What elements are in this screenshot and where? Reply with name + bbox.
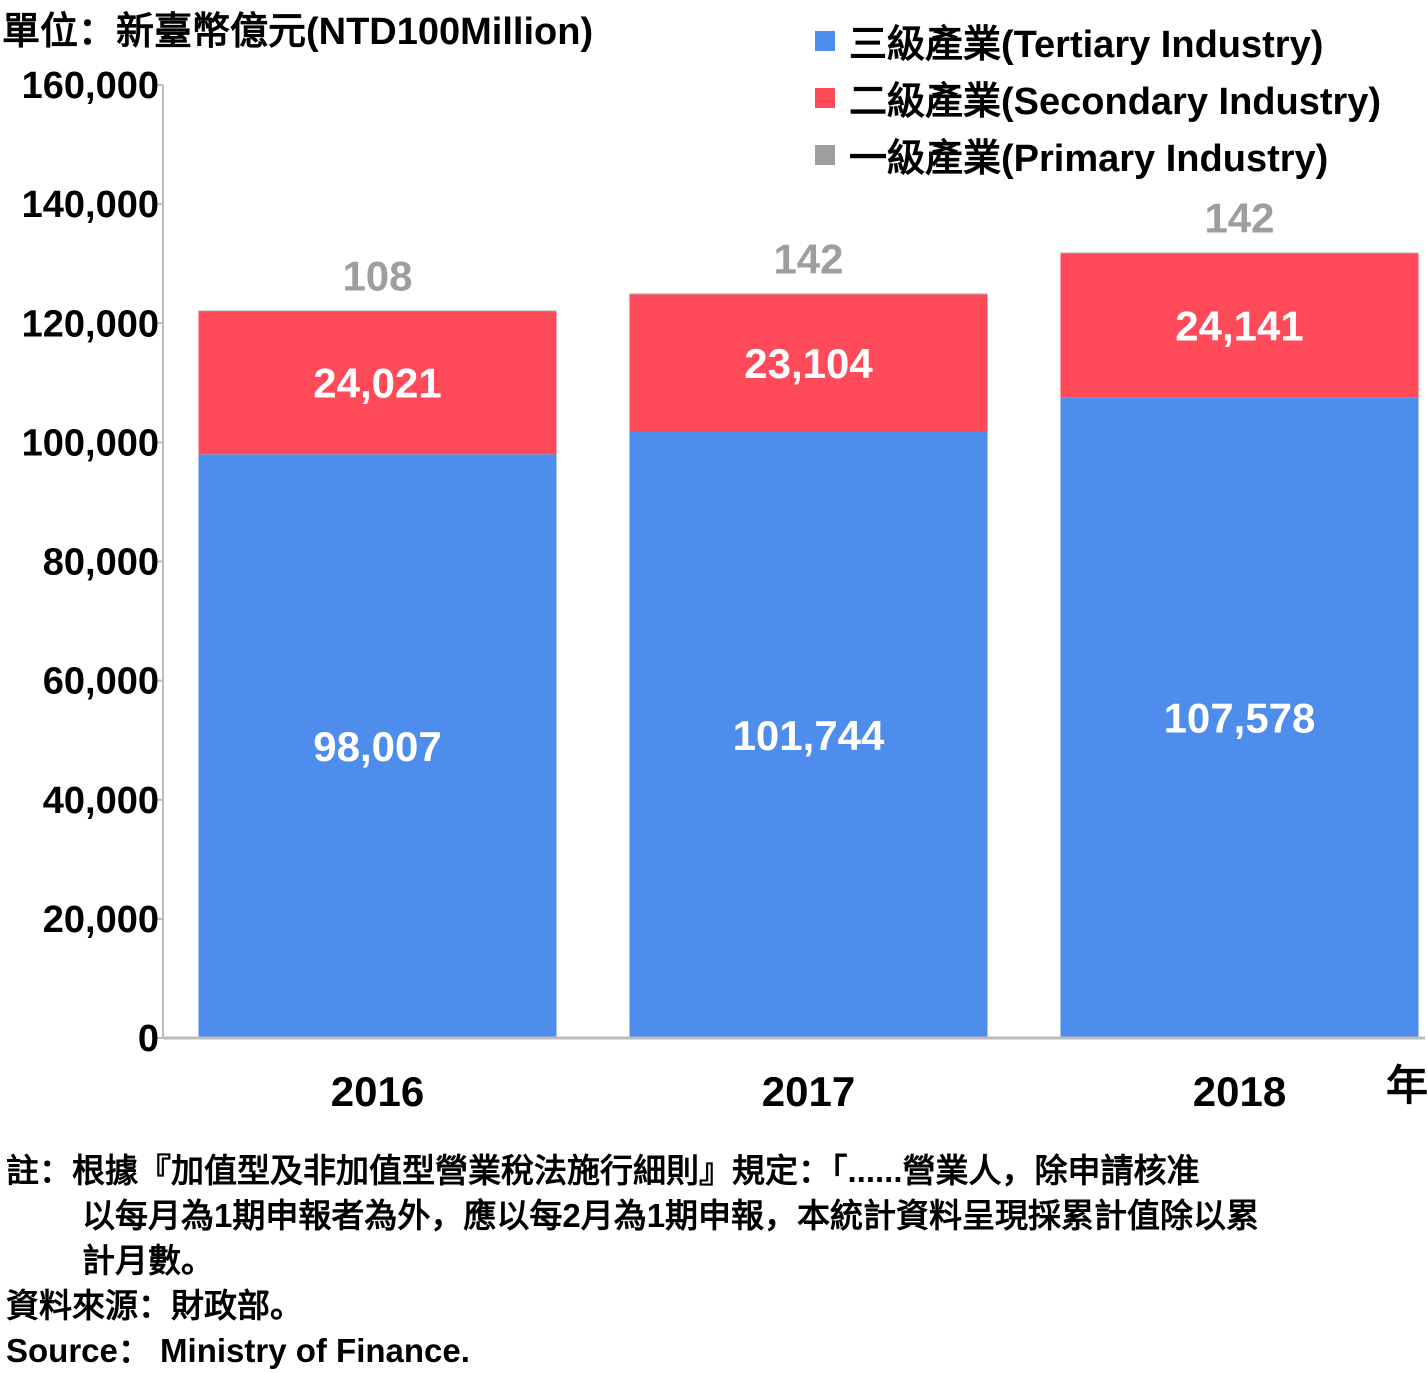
- data-label: 98,007: [313, 723, 441, 770]
- source-en: Source： Ministry of Finance.: [6, 1332, 470, 1369]
- legend-item-tertiary: 三級產業(Tertiary Industry): [815, 12, 1381, 69]
- legend-label-tertiary: 三級產業(Tertiary Industry): [849, 24, 1324, 66]
- x-tick-label: 2017: [762, 1068, 855, 1115]
- legend-label-secondary: 二級產業(Secondary Industry): [849, 81, 1382, 123]
- y-tick-label: 80,000: [43, 542, 159, 584]
- note-line-3: 計月數。: [82, 1242, 214, 1279]
- bar-segment: [629, 293, 988, 295]
- x-tick-label: 2016: [331, 1068, 424, 1115]
- y-tick-label: 20,000: [43, 899, 159, 941]
- legend-label-primary: 一級產業(Primary Industry): [849, 138, 1329, 180]
- bar-segment: [629, 431, 988, 1038]
- data-label-primary: 142: [1204, 195, 1274, 242]
- bar-segment: [1060, 397, 1419, 1038]
- data-label: 107,578: [1164, 695, 1316, 742]
- data-label-primary: 108: [342, 253, 412, 300]
- y-tick-label: 100,000: [22, 422, 159, 464]
- legend-swatch-primary: [815, 144, 835, 165]
- y-tick-label: 0: [138, 1018, 159, 1060]
- note-line-1: 註：根據『加值型及非加值型營業稅法施行細則』規定：「......營業人，除申請核…: [6, 1152, 1200, 1189]
- x-tick-label: 2018: [1193, 1068, 1286, 1115]
- stacked-bar-chart: 0 20,000 40,000 60,000 80,000 100,000 120,000 1…: [22, 65, 1428, 1115]
- bar-segment: [1060, 252, 1419, 254]
- data-label: 24,021: [313, 360, 441, 407]
- data-label: 101,744: [733, 712, 885, 759]
- data-label: 23,104: [744, 340, 873, 387]
- legend-swatch-secondary: [815, 87, 835, 108]
- bar-segment: [1060, 253, 1419, 398]
- source-zh: 資料來源：財政部。: [6, 1287, 303, 1324]
- legend-item-primary: 一級產業(Primary Industry): [815, 126, 1381, 183]
- y-tick-label: 120,000: [22, 303, 159, 345]
- y-tick-label: 60,000: [43, 661, 159, 703]
- y-tick-label: 140,000: [22, 184, 159, 226]
- note-line-2: 以每月為1期申報者為外，應以每2月為1期申報，本統計資料呈現採累計值除以累: [82, 1197, 1260, 1234]
- bar-segment: [198, 310, 557, 312]
- data-label: 24,141: [1175, 302, 1303, 349]
- y-tick-label: 160,000: [22, 65, 159, 107]
- x-unit-label: 年: [1386, 1062, 1428, 1109]
- legend-item-secondary: 二級產業(Secondary Industry): [815, 69, 1381, 126]
- bar-segment: [629, 294, 988, 432]
- y-tick-label: 40,000: [43, 780, 159, 822]
- unit-label: 單位：新臺幣億元(NTD100Million): [2, 11, 594, 53]
- legend-swatch-tertiary: [815, 30, 835, 51]
- data-label-primary: 142: [773, 236, 843, 283]
- bar-segment: [198, 311, 557, 455]
- notes: 註：根據『加值型及非加值型營業稅法施行細則』規定：「......營業人，除申請核…: [6, 1148, 1426, 1373]
- bar-segment: [198, 454, 557, 1038]
- legend: 三級產業(Tertiary Industry) 二級產業(Secondary I…: [815, 12, 1381, 183]
